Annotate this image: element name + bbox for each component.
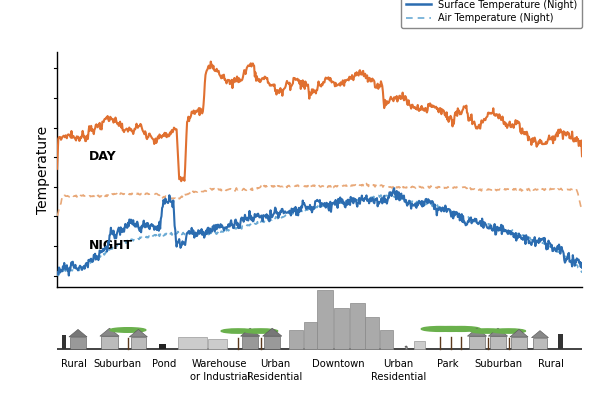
Bar bbox=[365, 316, 379, 349]
Polygon shape bbox=[532, 331, 548, 338]
Bar bbox=[101, 336, 118, 349]
Bar bbox=[242, 336, 258, 349]
Circle shape bbox=[244, 329, 278, 333]
Polygon shape bbox=[241, 328, 260, 336]
Text: DAY: DAY bbox=[89, 150, 116, 163]
Bar bbox=[131, 337, 146, 349]
Bar bbox=[304, 322, 317, 349]
Bar bbox=[160, 344, 166, 349]
Text: Suburban: Suburban bbox=[94, 359, 142, 369]
Circle shape bbox=[110, 328, 146, 332]
Polygon shape bbox=[100, 328, 119, 336]
Circle shape bbox=[442, 326, 480, 331]
Bar bbox=[208, 339, 227, 349]
Polygon shape bbox=[130, 329, 148, 337]
Bar bbox=[70, 337, 86, 349]
Text: Rural: Rural bbox=[538, 359, 563, 369]
Text: Warehouse
or Industrial: Warehouse or Industrial bbox=[190, 359, 250, 382]
Bar bbox=[490, 336, 506, 349]
Circle shape bbox=[421, 326, 459, 331]
Text: Pond: Pond bbox=[152, 359, 177, 369]
Text: Rural: Rural bbox=[61, 359, 87, 369]
Circle shape bbox=[491, 329, 526, 333]
Circle shape bbox=[470, 329, 505, 333]
Text: Urban
Residential: Urban Residential bbox=[371, 359, 426, 382]
Bar bbox=[380, 330, 393, 349]
Bar bbox=[317, 290, 332, 349]
Text: Urban
Residential: Urban Residential bbox=[247, 359, 302, 382]
Bar bbox=[511, 337, 527, 349]
Text: NIGHT: NIGHT bbox=[89, 239, 133, 253]
Bar bbox=[62, 335, 67, 349]
Polygon shape bbox=[405, 346, 407, 347]
Bar bbox=[289, 330, 303, 349]
Polygon shape bbox=[488, 328, 508, 336]
Bar bbox=[559, 334, 563, 349]
Bar bbox=[405, 347, 407, 349]
Polygon shape bbox=[69, 329, 87, 337]
Text: Downtown: Downtown bbox=[311, 359, 364, 369]
Bar bbox=[350, 303, 365, 349]
Polygon shape bbox=[510, 329, 528, 337]
Circle shape bbox=[432, 326, 470, 331]
Polygon shape bbox=[467, 328, 487, 336]
Bar bbox=[178, 336, 206, 349]
Text: Suburban: Suburban bbox=[474, 359, 522, 369]
Bar bbox=[414, 341, 425, 349]
Polygon shape bbox=[263, 328, 282, 336]
Legend: Surface Temperature (Day), Air Temperature  (Day), Surface Temperature (Night), : Surface Temperature (Day), Air Temperatu… bbox=[401, 0, 583, 28]
Bar bbox=[334, 308, 349, 349]
Y-axis label: Temperature: Temperature bbox=[36, 126, 50, 214]
Circle shape bbox=[221, 329, 255, 333]
Text: Park: Park bbox=[437, 359, 459, 369]
Bar bbox=[264, 336, 280, 349]
Bar bbox=[469, 336, 485, 349]
Bar bbox=[533, 338, 547, 349]
